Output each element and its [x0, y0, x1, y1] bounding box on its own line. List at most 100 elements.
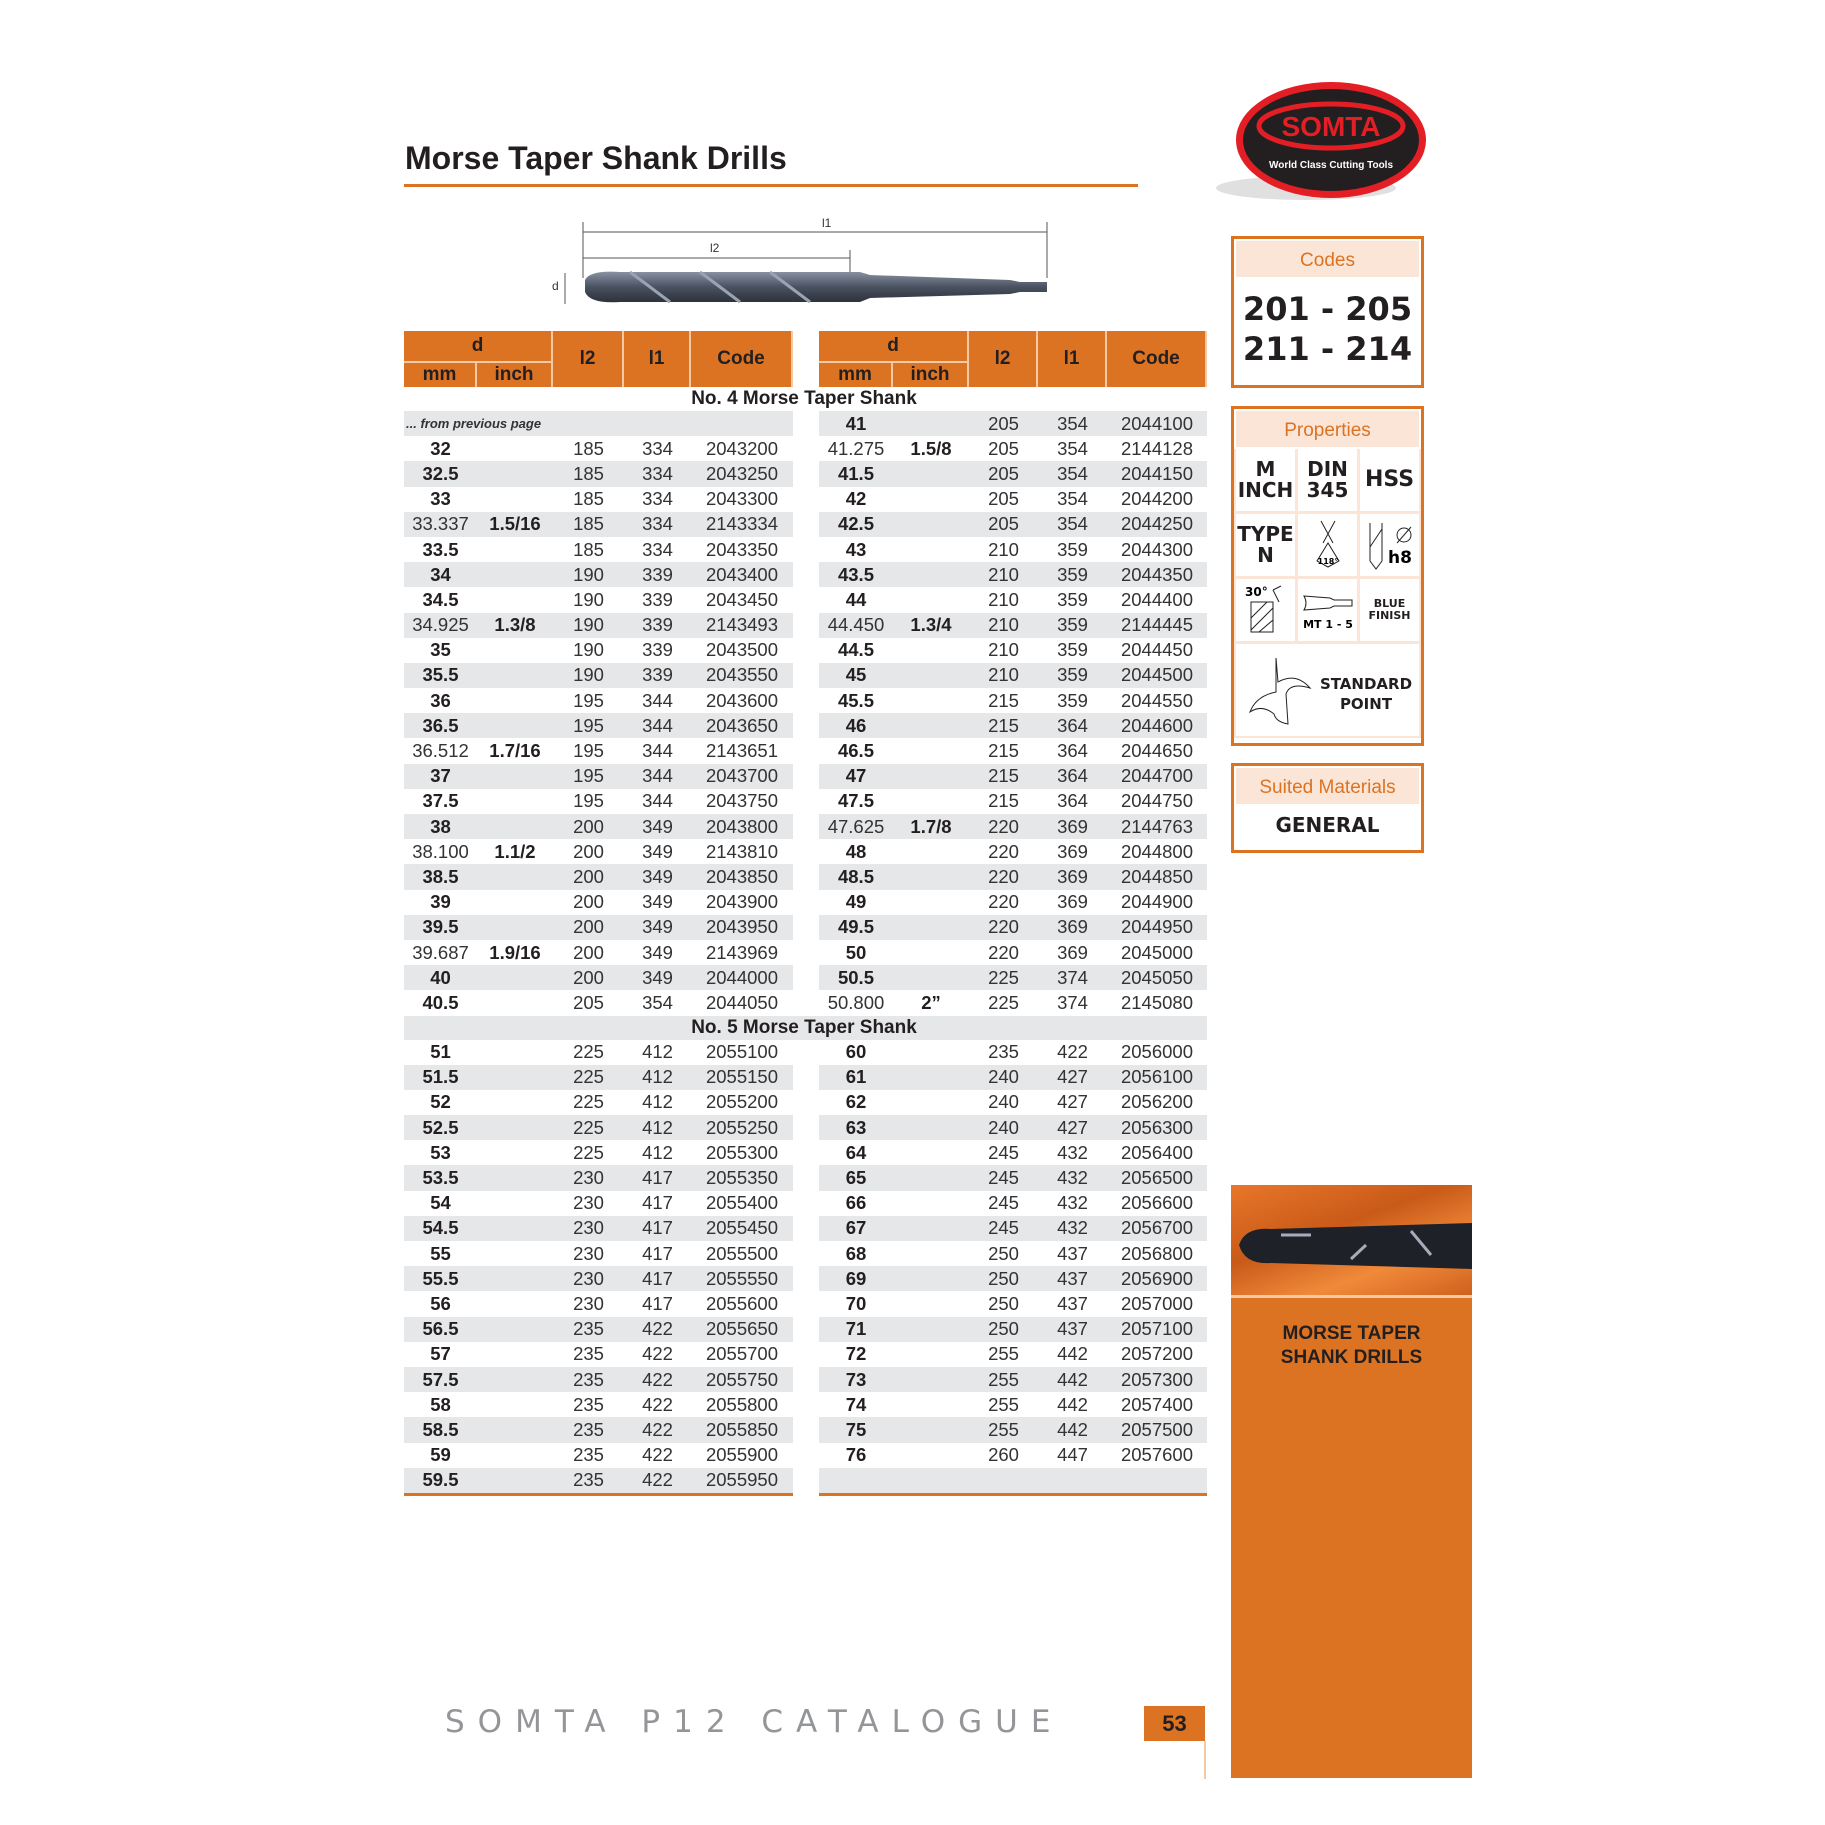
- cell-l2: 195: [573, 765, 604, 787]
- table-row: 68 250 437 2056800: [819, 1241, 1207, 1266]
- cell-mm: 35: [430, 639, 451, 661]
- table-row: 51.5 225 412 2055150: [404, 1064, 793, 1090]
- table-row: 57 235 422 2055700: [404, 1342, 793, 1367]
- table-row: ... from previous page: [404, 411, 793, 437]
- cell-code: 2056900: [1120, 1267, 1194, 1289]
- table-row: 46 215 364 2044600: [819, 713, 1207, 739]
- cell-code: 2145080: [1120, 991, 1194, 1013]
- prop-metric-inch: M INCH: [1236, 449, 1295, 511]
- cell-l2: 215: [988, 790, 1019, 812]
- cell-code: 2056800: [1120, 1242, 1194, 1264]
- cell-code: 2055650: [705, 1318, 779, 1340]
- right-table: d mm inch l2 l1 Code 41 205 354 2044100 41.275 1.5/…: [819, 331, 1207, 1496]
- table-row: 42.5 205 354 2044250: [819, 511, 1207, 537]
- cell-l2: 200: [573, 891, 604, 913]
- cell-l2: 210: [988, 588, 1019, 610]
- cell-l2: 245: [988, 1167, 1019, 1189]
- cell-l2: 205: [573, 991, 604, 1013]
- cell-l1: 417: [642, 1192, 673, 1214]
- svg-text:118°: 118°: [1317, 557, 1338, 566]
- cell-code: 2043600: [705, 689, 779, 711]
- cell-l1: 437: [1057, 1242, 1088, 1264]
- table-header: d mm inch l2 l1 Code: [819, 331, 1207, 387]
- cell-code: 2044350: [1120, 563, 1194, 585]
- cell-l1: 339: [642, 614, 673, 636]
- table-row: 49 220 369 2044900: [819, 890, 1207, 915]
- cell-mm: 52.5: [422, 1116, 459, 1138]
- table-row: 46.5 215 364 2044650: [819, 738, 1207, 763]
- table-row: 32.5 185 334 2043250: [404, 461, 793, 487]
- cell-l1: 339: [642, 588, 673, 610]
- cell-code: 2043400: [705, 563, 779, 585]
- cell-l1: 359: [1057, 538, 1088, 560]
- cell-code: 2055300: [705, 1141, 779, 1163]
- cell-mm: 57: [430, 1343, 451, 1365]
- cell-l2: 200: [573, 966, 604, 988]
- cell-mm: 35.5: [422, 664, 459, 686]
- cell-mm: 36.5: [422, 714, 459, 736]
- header-inch: inch: [477, 361, 553, 387]
- cell-l1: 369: [1057, 941, 1088, 963]
- table-row: 52 225 412 2055200: [404, 1090, 793, 1115]
- cell-l1: 344: [642, 714, 673, 736]
- cell-mm: 41.5: [837, 462, 874, 484]
- cell-l1: 354: [1057, 437, 1088, 459]
- cell-l1: 344: [642, 740, 673, 762]
- cell-mm: 58.5: [422, 1418, 459, 1440]
- table-row: 41.5 205 354 2044150: [819, 461, 1207, 487]
- table-row: 44 210 359 2044400: [819, 587, 1207, 612]
- cell-l1: 334: [642, 437, 673, 459]
- cell-code: 2043650: [705, 714, 779, 736]
- cell-l1: 359: [1057, 563, 1088, 585]
- cell-l1: 354: [1057, 488, 1088, 510]
- cell-mm: 33.5: [422, 538, 459, 560]
- prop-hss: HSS: [1360, 449, 1419, 511]
- cell-mm: 37.5: [422, 790, 459, 812]
- standard-point-icon: [1248, 657, 1312, 725]
- cell-l1: 427: [1057, 1066, 1088, 1088]
- cell-l2: 205: [988, 462, 1019, 484]
- cell-l1: 437: [1057, 1267, 1088, 1289]
- cell-l2: 220: [988, 865, 1019, 887]
- cell-code: 2044000: [705, 966, 779, 988]
- cell-mm: 36: [430, 689, 451, 711]
- cell-l1: 422: [642, 1469, 673, 1491]
- cell-mm: 40: [430, 966, 451, 988]
- cell-code: 2055700: [705, 1343, 779, 1365]
- cell-inch: 1.5/8: [910, 437, 952, 459]
- cell-l1: 349: [642, 966, 673, 988]
- cell-l1: 422: [1057, 1041, 1088, 1063]
- cell-l1: 417: [642, 1242, 673, 1264]
- cell-l2: 200: [573, 865, 604, 887]
- somta-logo: SOMTA World Class Cutting Tools: [1216, 82, 1426, 200]
- table-row: 72 255 442 2057200: [819, 1342, 1207, 1367]
- table-row: 45.5 215 359 2044550: [819, 688, 1207, 713]
- cell-mm: 49: [845, 891, 867, 913]
- header-mm: mm: [819, 361, 893, 387]
- cell-l2: 220: [988, 815, 1019, 837]
- cell-l2: 210: [988, 614, 1019, 636]
- table-end-rule: [404, 1492, 793, 1496]
- cell-mm: 56: [430, 1292, 451, 1314]
- section-title: No. 4 Morse Taper Shank: [691, 388, 917, 409]
- cell-l2: 220: [988, 840, 1019, 862]
- materials-box: Suited Materials GENERAL: [1231, 763, 1424, 853]
- prop-blue-finish: BLUE FINISH: [1360, 579, 1419, 641]
- cell-l1: 334: [642, 513, 673, 535]
- cell-l1: 442: [1057, 1393, 1088, 1415]
- cell-mm: 49.5: [837, 916, 874, 938]
- cell-l2: 200: [573, 941, 604, 963]
- l1-label: l1: [822, 216, 832, 230]
- table-row: 43 210 359 2044300: [819, 537, 1207, 562]
- cell-code: 2143969: [705, 941, 779, 963]
- cell-mm: 41.275: [827, 437, 885, 459]
- cell-l1: 364: [1057, 714, 1088, 736]
- header-d: d: [404, 331, 553, 361]
- cell-code: 2043200: [705, 437, 779, 459]
- cell-mm: 45.5: [837, 689, 874, 711]
- table-end-rule: [819, 1492, 1207, 1496]
- cell-l1: 422: [642, 1343, 673, 1365]
- table-row: 53.5 230 417 2055350: [404, 1165, 793, 1191]
- cell-l1: 432: [1057, 1167, 1088, 1189]
- cell-mm: 36.512: [412, 740, 469, 762]
